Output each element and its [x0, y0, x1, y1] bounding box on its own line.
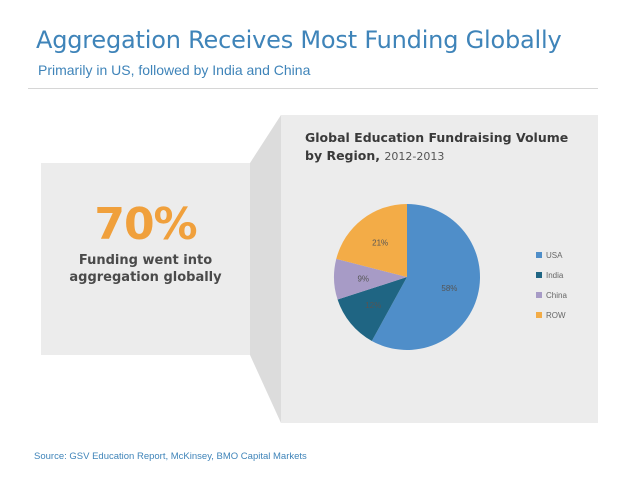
pie-label-row: 21%	[372, 238, 388, 247]
pie-slice-china	[334, 258, 407, 300]
pie-label-china: 9%	[357, 274, 369, 283]
chart-title: Global Education Fundraising Volume by R…	[305, 129, 585, 166]
pie-chart: 58% 12% 9% 21%	[334, 204, 480, 350]
page-subtitle: Primarily in US, followed by India and C…	[38, 62, 311, 78]
legend-item-row: ROW	[536, 305, 567, 325]
page-title: Aggregation Receives Most Funding Global…	[36, 26, 562, 54]
legend-swatch	[536, 272, 542, 278]
chart-title-period: 2012-2013	[384, 150, 445, 163]
legend-label: China	[546, 290, 567, 300]
legend-label: USA	[546, 250, 563, 260]
legend-swatch	[536, 292, 542, 298]
chart-panel: Global Education Fundraising Volume by R…	[281, 115, 598, 423]
chart-title-main: Global Education Fundraising Volume by R…	[305, 130, 569, 163]
legend-item-china: China	[536, 285, 567, 305]
legend-label: India	[546, 270, 564, 280]
callout-text: Funding went into aggregation globally	[69, 253, 222, 285]
source-note: Source: GSV Education Report, McKinsey, …	[34, 451, 307, 462]
legend-label: ROW	[546, 310, 566, 320]
legend-swatch	[536, 252, 542, 258]
pie-label-usa: 58%	[441, 284, 457, 293]
connector-shape	[250, 115, 281, 423]
pie-label-india: 12%	[365, 301, 381, 310]
header-divider	[28, 88, 598, 89]
pie-slice-usa	[371, 204, 480, 350]
callout-box: 70% Funding went into aggregation global…	[41, 163, 250, 355]
chart-legend: USA India China ROW	[536, 245, 567, 325]
callout-value: 70%	[94, 199, 197, 250]
legend-swatch	[536, 312, 542, 318]
legend-item-india: India	[536, 265, 567, 285]
legend-item-usa: USA	[536, 245, 567, 265]
pie-slice-india	[337, 277, 407, 341]
pie-slice-row	[336, 204, 407, 277]
